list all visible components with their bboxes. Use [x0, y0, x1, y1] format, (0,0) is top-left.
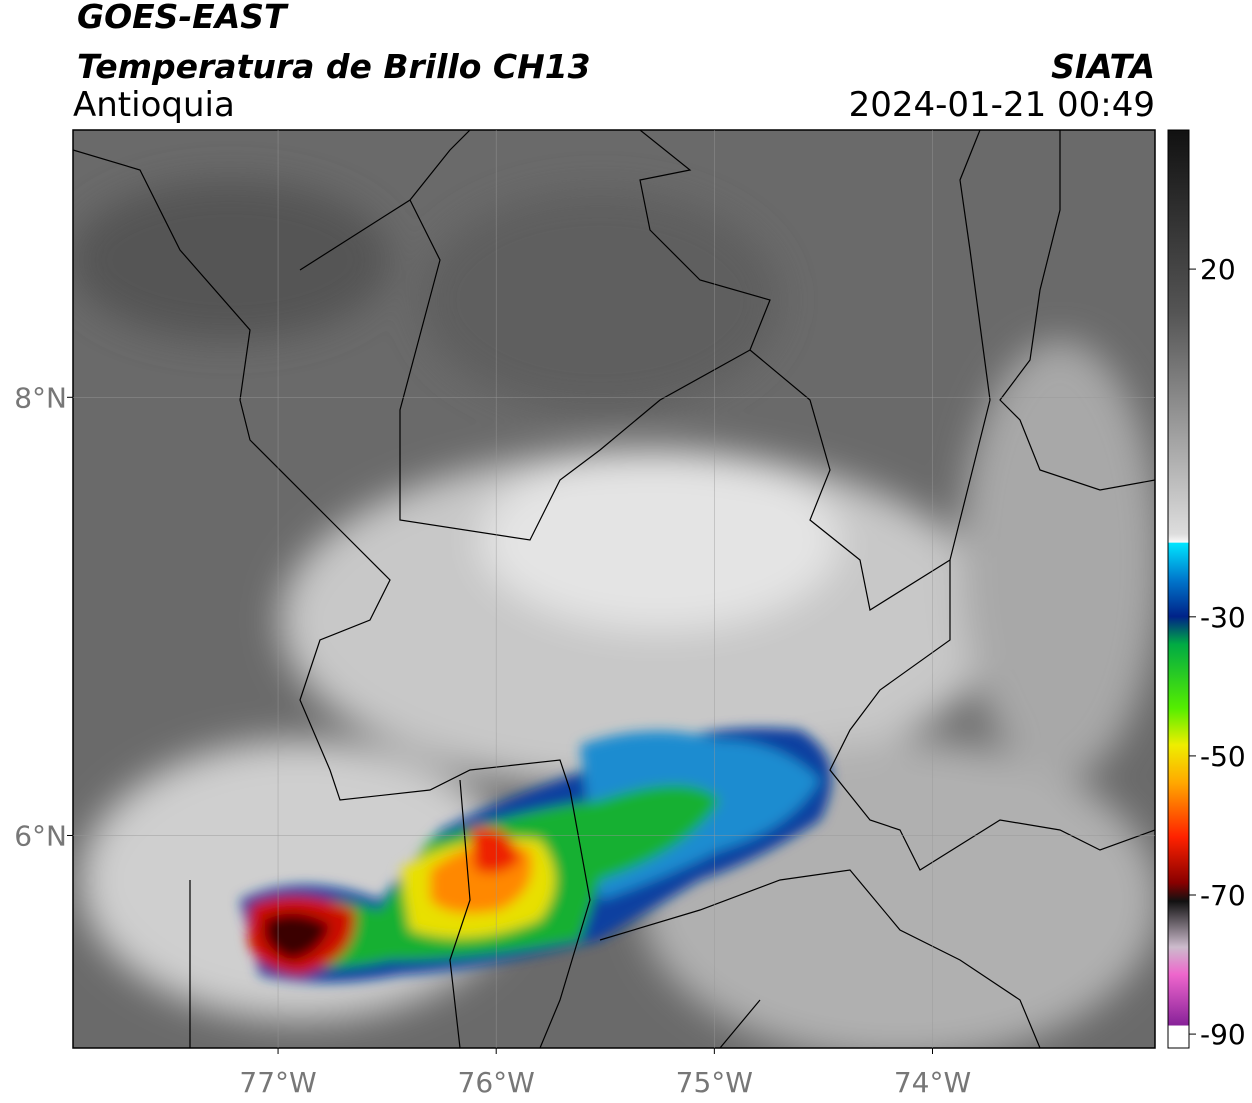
- x-tick-label: 74°W: [894, 1066, 971, 1099]
- x-tick-label: 75°W: [676, 1066, 753, 1099]
- datetime: 2024-01-21 00:49: [849, 85, 1155, 125]
- colorbar-tick-label: 20: [1200, 253, 1236, 286]
- title: GOES-EAST: [77, 0, 289, 36]
- x-tick-label: 77°W: [239, 1066, 316, 1099]
- map-frame: [72, 129, 1156, 1049]
- colorbar-tick-label: -50: [1200, 740, 1246, 773]
- colorbar-tick-label: -30: [1200, 601, 1246, 634]
- y-tick-label: 8°N: [14, 381, 67, 414]
- colorbar-tick-label: -90: [1200, 1018, 1246, 1051]
- x-tick-label: 76°W: [458, 1066, 535, 1099]
- colorbar: [1167, 129, 1190, 1049]
- subtitle: Temperatura de Brillo CH13: [77, 47, 591, 86]
- borders: [73, 130, 1155, 1048]
- y-tick-label: 6°N: [14, 819, 67, 852]
- source: SIATA: [1051, 47, 1155, 86]
- region: Antioquia: [73, 85, 235, 125]
- satellite-image: [73, 130, 1155, 1048]
- colorbar-tick-label: -70: [1200, 879, 1246, 912]
